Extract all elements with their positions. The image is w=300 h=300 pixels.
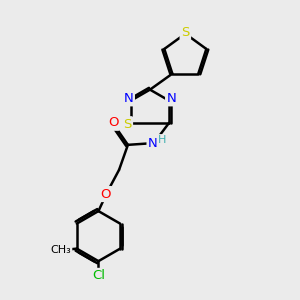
- Text: CH₃: CH₃: [50, 245, 71, 255]
- Text: N: N: [167, 92, 176, 105]
- Text: O: O: [108, 116, 119, 129]
- Text: H: H: [158, 135, 166, 146]
- Text: O: O: [100, 188, 111, 200]
- Text: S: S: [123, 118, 131, 131]
- Text: Cl: Cl: [92, 269, 105, 282]
- Text: N: N: [124, 92, 134, 105]
- Text: S: S: [181, 26, 190, 39]
- Text: N: N: [148, 137, 158, 150]
